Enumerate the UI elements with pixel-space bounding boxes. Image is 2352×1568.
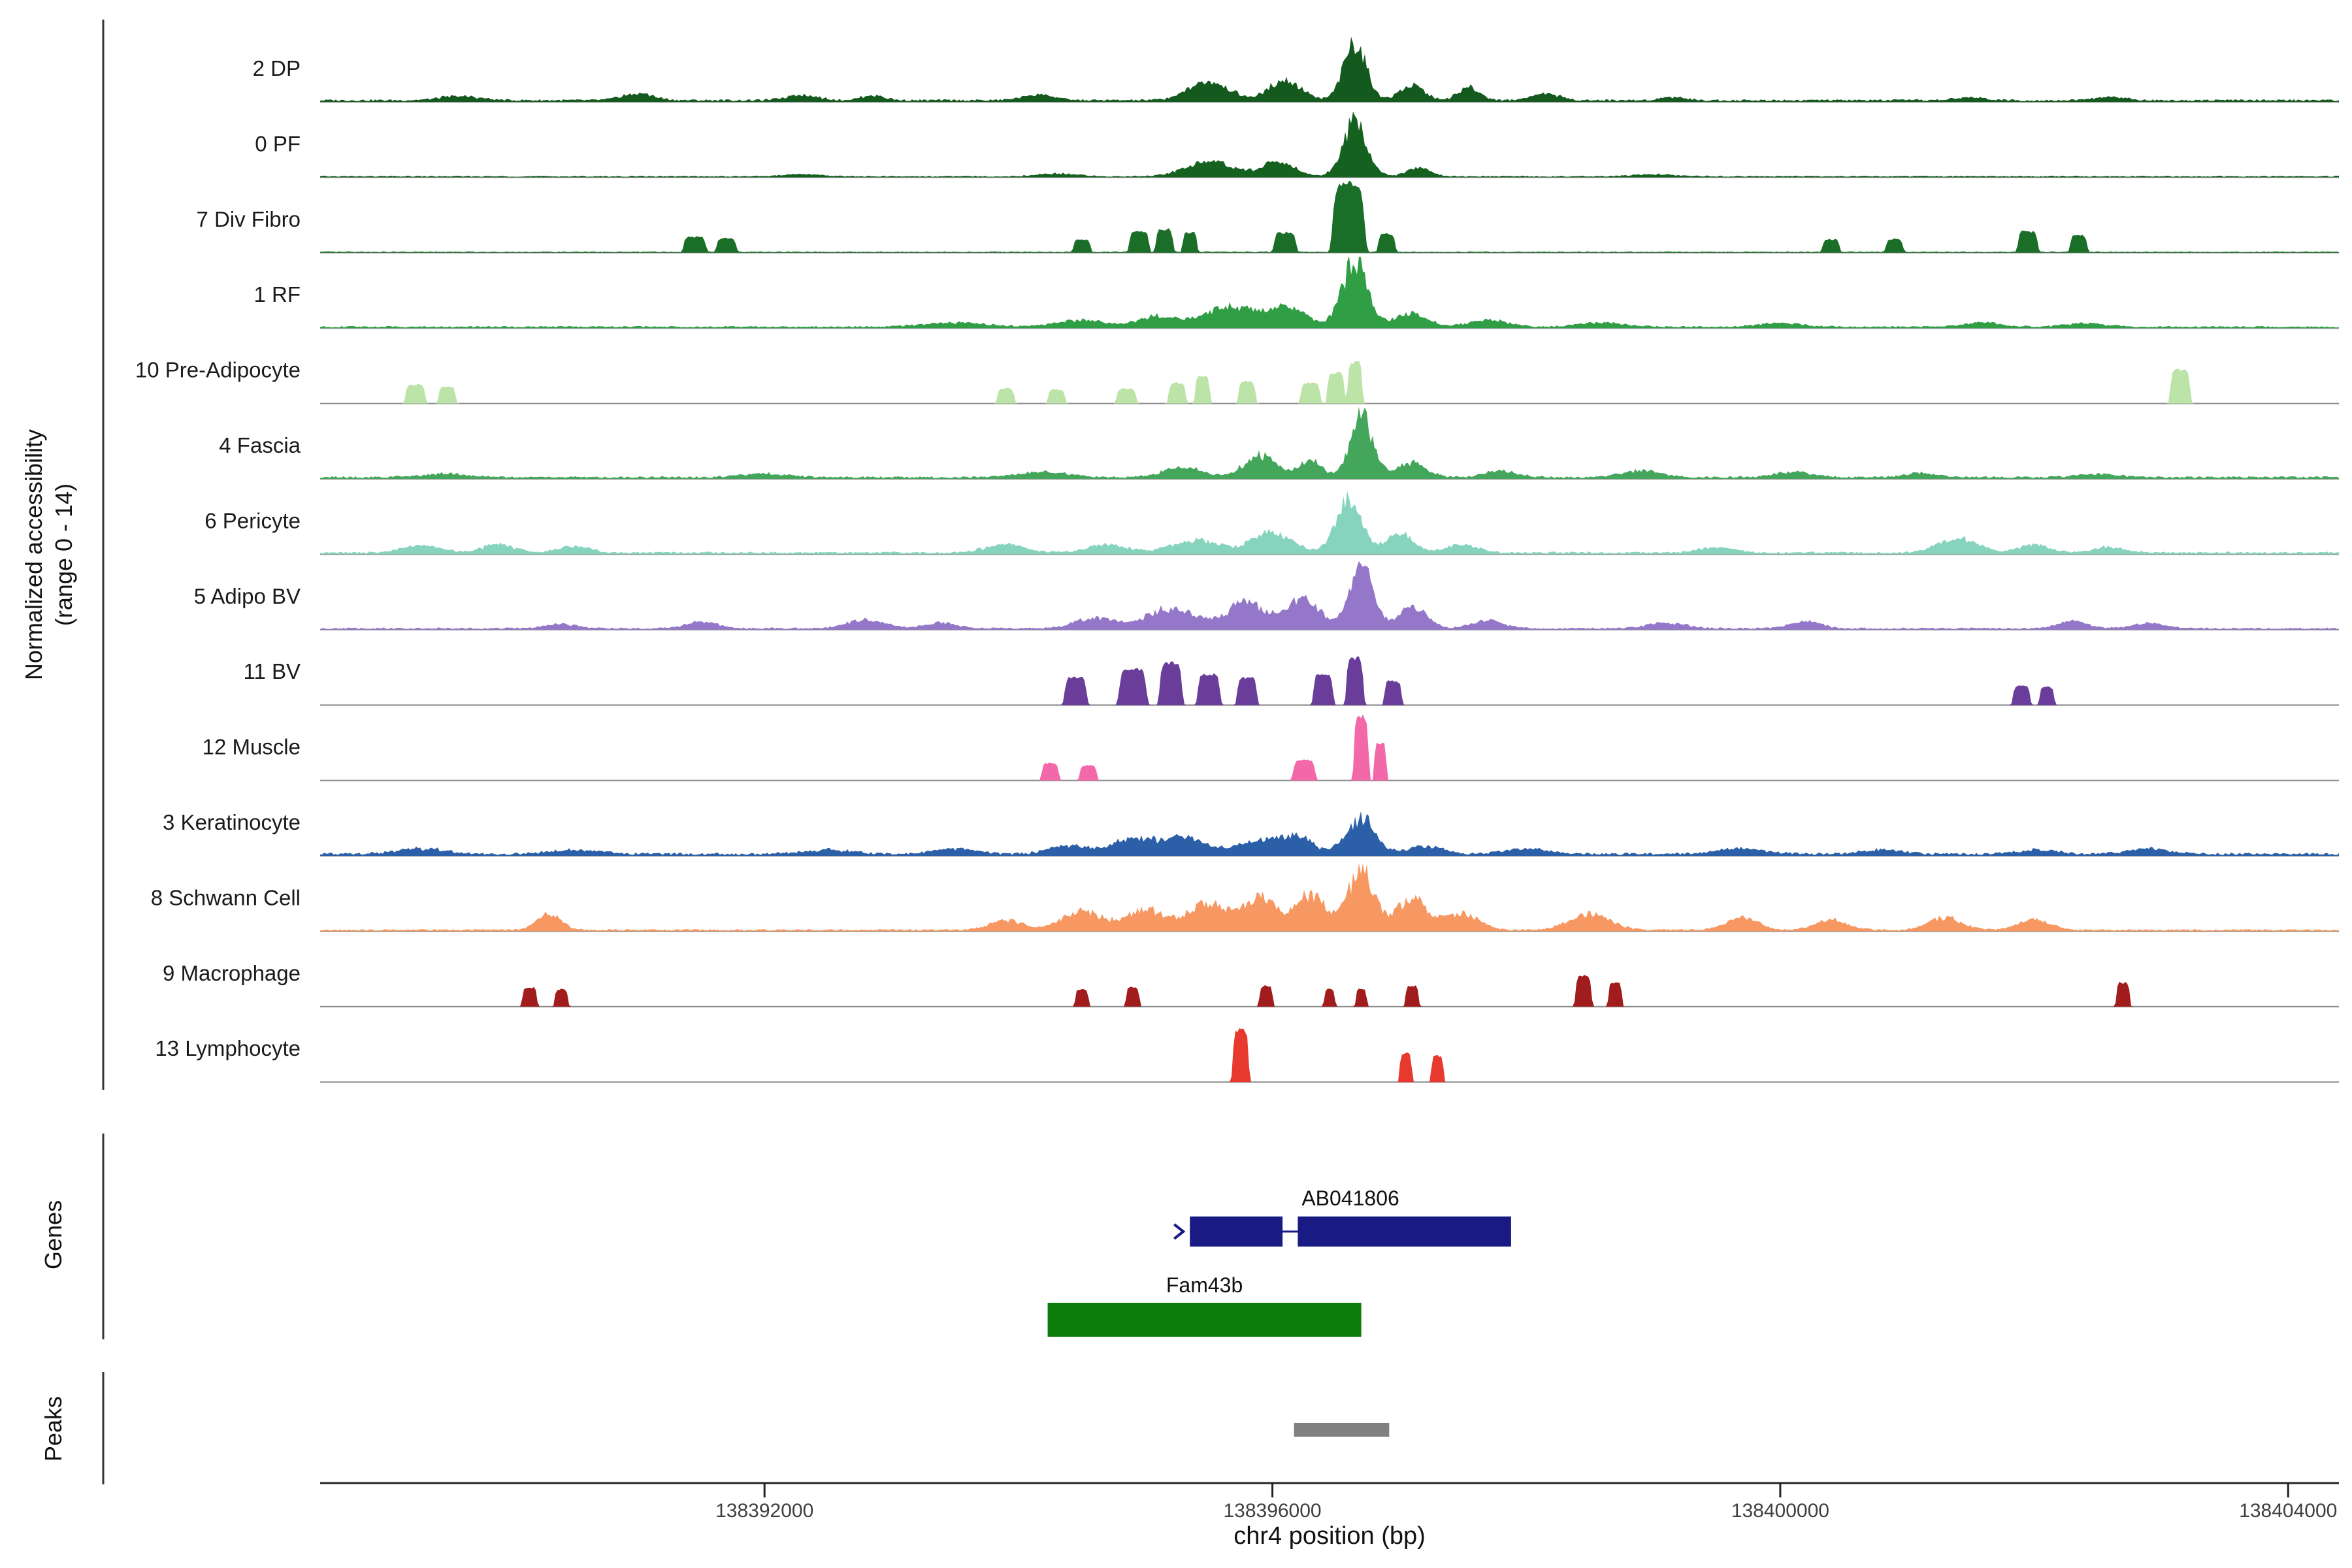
- track-signal: [320, 491, 2339, 555]
- x-axis-tick-label: 138400000: [1731, 1500, 1829, 1522]
- gene-exon: [1047, 1303, 1362, 1337]
- track-label: 9 Macrophage: [163, 961, 301, 985]
- track-signal: [320, 656, 2339, 706]
- track-label: 5 Adipo BV: [194, 584, 301, 608]
- track-label: 2 DP: [253, 56, 301, 80]
- accessibility-tracks: 2 DP 0 PF 7 Div Fibro 1 RF 10 Pre-Adipocyte 4…: [135, 37, 2339, 1083]
- track-signal: [320, 1028, 2339, 1083]
- track-label: 6 Pericyte: [204, 508, 301, 532]
- track-signal: [320, 863, 2339, 932]
- genes-section-label: Genes: [40, 1200, 67, 1270]
- peaks-section-label: Peaks: [40, 1396, 67, 1462]
- track-label: 13 Lymphocyte: [155, 1036, 301, 1060]
- gene-label: AB041806: [1301, 1186, 1399, 1210]
- track-label: 11 BV: [244, 659, 301, 683]
- track-signal: [320, 361, 2339, 404]
- track-label: 1 RF: [253, 282, 301, 306]
- track-label: 4 Fascia: [219, 433, 301, 457]
- track-signal: [320, 714, 2339, 781]
- track-label: 7 Div Fibro: [196, 207, 301, 231]
- track-signal: [320, 975, 2339, 1007]
- track-signal: [320, 811, 2339, 856]
- y-axis-title: Normalized accessibility (range 0 - 14): [19, 97, 79, 1012]
- track-signal: [320, 37, 2339, 102]
- x-axis-tick-label: 138392000: [715, 1500, 813, 1522]
- y-axis-label-line1: Normalized accessibility: [20, 429, 47, 681]
- track-signal: [320, 180, 2339, 253]
- x-axis-title: chr4 position (bp): [1233, 1522, 1426, 1550]
- track-signal: [320, 561, 2339, 630]
- gene-exon: [1190, 1217, 1283, 1247]
- peak-region-bar: [1294, 1423, 1390, 1437]
- track-label: 8 Schwann Cell: [151, 885, 301, 909]
- track-signal: [320, 406, 2339, 479]
- gene-strand-arrow: [1173, 1223, 1186, 1240]
- track-signal: [320, 256, 2339, 329]
- track-label: 10 Pre-Adipocyte: [135, 358, 301, 382]
- y-axis-label-line2: (range 0 - 14): [50, 483, 77, 627]
- x-axis-tick-label: 138396000: [1223, 1500, 1321, 1522]
- peaks-track: [1294, 1423, 1390, 1437]
- track-signal: [320, 111, 2339, 178]
- gene-exon: [1298, 1217, 1511, 1247]
- x-axis-tick-label: 138404000: [2239, 1500, 2337, 1522]
- x-axis: 138392000 138396000 138400000 138404000: [320, 1482, 2339, 1522]
- gene-label: Fam43b: [1166, 1273, 1243, 1297]
- track-label: 12 Muscle: [203, 735, 301, 759]
- track-label: 3 Keratinocyte: [163, 810, 301, 834]
- track-label: 0 PF: [255, 131, 301, 155]
- genes-track: AB041806 Fam43b: [1047, 1186, 1511, 1337]
